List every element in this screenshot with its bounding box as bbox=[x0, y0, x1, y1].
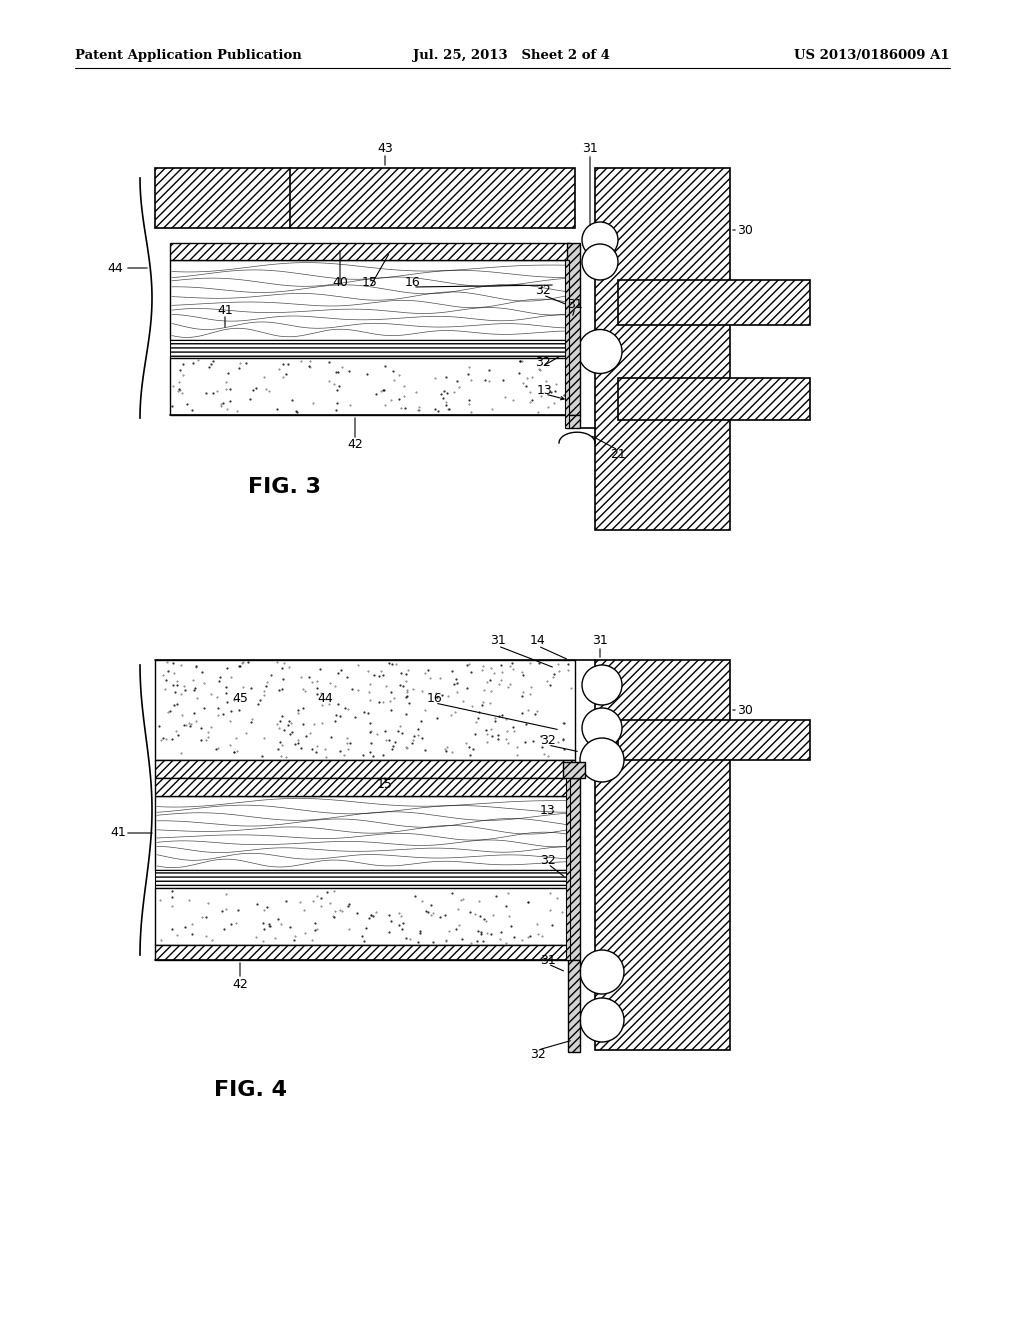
Bar bbox=[568, 777, 580, 960]
Text: 32: 32 bbox=[540, 734, 556, 747]
Bar bbox=[155, 945, 575, 960]
Text: 32: 32 bbox=[536, 284, 551, 297]
Circle shape bbox=[582, 708, 622, 748]
Bar bbox=[581, 999, 623, 1041]
Circle shape bbox=[582, 222, 618, 257]
Bar bbox=[583, 223, 617, 257]
Bar bbox=[583, 667, 621, 704]
Text: US 2013/0186009 A1: US 2013/0186009 A1 bbox=[795, 49, 950, 62]
Text: 15: 15 bbox=[362, 276, 378, 289]
Bar bbox=[583, 709, 621, 747]
Bar bbox=[595, 168, 730, 531]
Text: Jul. 25, 2013   Sheet 2 of 4: Jul. 25, 2013 Sheet 2 of 4 bbox=[414, 49, 610, 62]
Text: FIG. 4: FIG. 4 bbox=[213, 1080, 287, 1100]
Text: 32: 32 bbox=[536, 355, 551, 368]
Text: 41: 41 bbox=[111, 826, 126, 840]
Text: FIG. 3: FIG. 3 bbox=[249, 477, 322, 498]
Bar bbox=[565, 260, 569, 428]
Text: 42: 42 bbox=[347, 438, 362, 451]
Bar bbox=[566, 777, 570, 960]
Bar bbox=[618, 719, 810, 760]
Bar bbox=[618, 280, 810, 325]
Text: 42: 42 bbox=[232, 978, 248, 991]
Bar bbox=[155, 777, 575, 796]
Bar bbox=[155, 760, 575, 777]
Bar bbox=[170, 260, 570, 341]
Text: 13: 13 bbox=[538, 384, 553, 396]
Bar bbox=[155, 888, 575, 945]
Circle shape bbox=[580, 950, 624, 994]
Text: 32: 32 bbox=[540, 854, 556, 866]
Bar bbox=[155, 168, 575, 228]
Text: 32: 32 bbox=[530, 1048, 546, 1061]
Text: 30: 30 bbox=[737, 223, 753, 236]
Bar bbox=[170, 358, 570, 414]
Text: 31: 31 bbox=[582, 141, 598, 154]
Circle shape bbox=[582, 665, 622, 705]
Bar bbox=[618, 378, 810, 420]
Bar bbox=[567, 414, 580, 428]
Text: 31: 31 bbox=[567, 298, 583, 312]
Text: 44: 44 bbox=[317, 692, 333, 705]
Circle shape bbox=[578, 330, 622, 374]
Text: 16: 16 bbox=[427, 692, 442, 705]
Bar bbox=[582, 222, 618, 257]
Bar bbox=[567, 243, 580, 414]
Text: 21: 21 bbox=[610, 449, 626, 462]
Text: 41: 41 bbox=[217, 304, 232, 317]
Text: 40: 40 bbox=[332, 276, 348, 289]
Bar bbox=[155, 660, 575, 760]
Bar bbox=[579, 330, 621, 372]
Text: 31: 31 bbox=[490, 634, 506, 647]
Text: 44: 44 bbox=[108, 261, 123, 275]
Text: 31: 31 bbox=[540, 953, 556, 966]
Bar bbox=[595, 660, 730, 1049]
Bar bbox=[568, 960, 580, 1052]
Bar bbox=[581, 739, 623, 781]
Circle shape bbox=[582, 244, 618, 280]
Bar bbox=[170, 243, 570, 260]
Text: 15: 15 bbox=[377, 779, 393, 792]
Text: 43: 43 bbox=[377, 141, 393, 154]
Circle shape bbox=[580, 998, 624, 1041]
Bar bbox=[582, 244, 618, 280]
Text: 14: 14 bbox=[530, 634, 546, 647]
Text: 30: 30 bbox=[737, 704, 753, 717]
Text: 31: 31 bbox=[592, 634, 608, 647]
Bar bbox=[155, 870, 575, 888]
Bar bbox=[155, 796, 575, 870]
Bar bbox=[170, 341, 570, 358]
Text: 13: 13 bbox=[540, 804, 556, 817]
Bar bbox=[583, 246, 617, 279]
Text: 45: 45 bbox=[232, 692, 248, 705]
Text: 16: 16 bbox=[406, 276, 421, 289]
Bar bbox=[581, 950, 623, 993]
Text: Patent Application Publication: Patent Application Publication bbox=[75, 49, 302, 62]
Circle shape bbox=[580, 738, 624, 781]
Bar bbox=[563, 762, 585, 777]
